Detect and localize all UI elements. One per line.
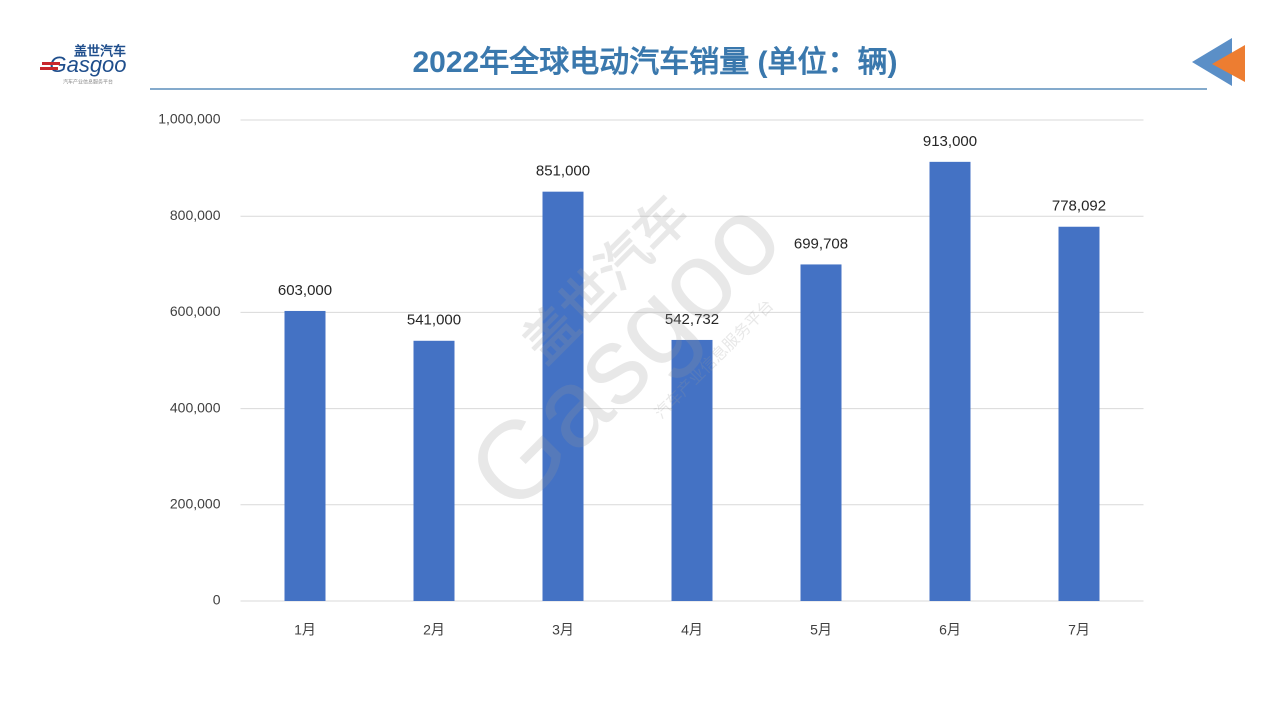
- y-tick-label: 200,000: [170, 496, 221, 512]
- x-tick-label: 5月: [810, 622, 832, 638]
- x-tick-label: 4月: [681, 622, 703, 638]
- chart-title: 2022年全球电动汽车销量 (单位：辆): [412, 45, 897, 79]
- x-tick-label: 7月: [1068, 622, 1090, 638]
- value-label: 778,092: [1052, 198, 1106, 215]
- deco-triangle: [1212, 45, 1245, 82]
- bar: [800, 264, 842, 601]
- deco-triangle: [1192, 38, 1232, 86]
- x-tick-label: 6月: [939, 622, 961, 638]
- y-tick-label: 0: [213, 592, 221, 608]
- value-label: 541,000: [407, 312, 461, 329]
- bar: [413, 340, 455, 601]
- value-label: 542,732: [665, 311, 719, 328]
- logo-name: 盖世汽车: [74, 43, 126, 58]
- value-label: 851,000: [536, 163, 590, 180]
- bar: [1058, 226, 1100, 602]
- plot: 0 200,000 400,000 600,000 800,000 1,000,000 1月…: [158, 111, 1144, 638]
- bar: [284, 310, 326, 601]
- logo-brand: Gasgoo: [49, 52, 126, 77]
- logo: 盖世汽车 Gasgoo 汽车产业信息服务平台: [40, 43, 127, 85]
- y-tick-label: 600,000: [170, 303, 221, 319]
- bar: [929, 161, 971, 602]
- value-label: 913,000: [923, 133, 977, 150]
- x-tick-label: 3月: [552, 622, 574, 638]
- watermark: 盖世汽车 Gasgoo 汽车产业信息服务平台: [444, 174, 803, 533]
- y-tick-label: 400,000: [170, 399, 221, 415]
- logo-stripe: [40, 67, 58, 70]
- value-label: 603,000: [278, 282, 332, 299]
- logo-stripe: [42, 62, 60, 65]
- y-tick-label: 800,000: [170, 207, 221, 223]
- bar: [542, 191, 584, 601]
- x-tick-label: 2月: [423, 622, 445, 638]
- y-tick-label: 1,000,000: [158, 111, 220, 127]
- bar: [671, 339, 713, 601]
- logo-tagline: 汽车产业信息服务平台: [63, 78, 113, 85]
- value-label: 699,708: [794, 235, 848, 252]
- x-tick-label: 1月: [294, 622, 316, 638]
